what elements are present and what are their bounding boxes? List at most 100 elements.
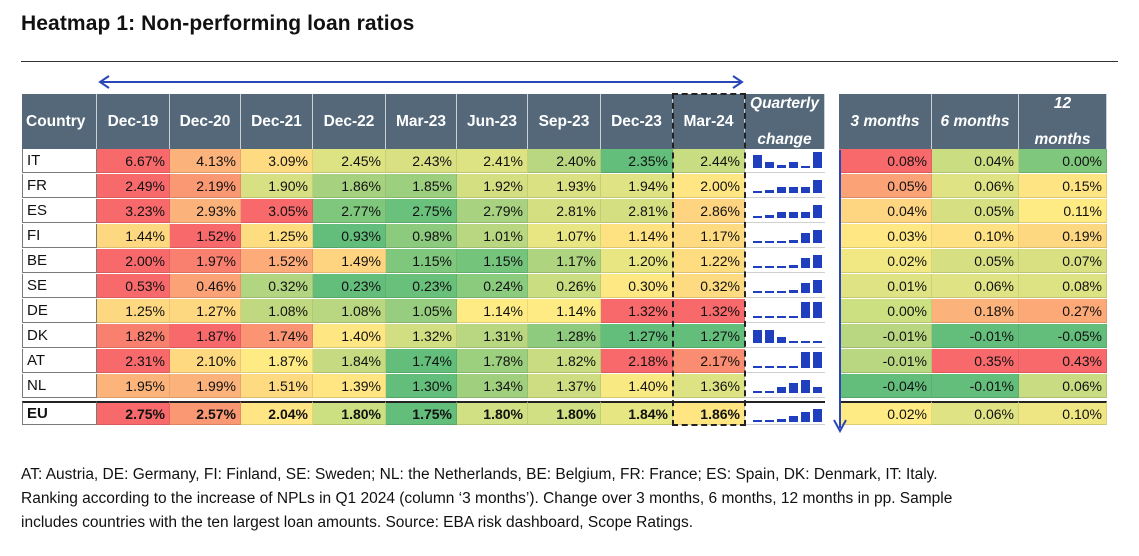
sparkline-bar: [765, 266, 774, 268]
npl-cell: 1.49%: [313, 249, 386, 273]
npl-cell: 2.75%: [386, 199, 457, 223]
npl-cell: 1.27%: [673, 324, 745, 348]
npl-cell: 1.08%: [241, 299, 313, 323]
header-dec-19: Dec-19: [97, 94, 170, 149]
sparkline-bar: [777, 241, 786, 243]
npl-cell: 2.00%: [673, 174, 745, 198]
sparkline-bars: [753, 330, 822, 343]
npl-cell: 2.40%: [528, 149, 601, 173]
sparkline-bar: [777, 366, 786, 368]
change-6m-cell: 0.35%: [932, 349, 1019, 373]
npl-cell: 0.32%: [241, 274, 313, 298]
sparkline-bar: [765, 391, 774, 393]
footnote-line-2: Ranking according to the increase of NPL…: [21, 490, 953, 507]
change-6m-cell: 0.06%: [932, 174, 1019, 198]
npl-cell: 1.84%: [601, 401, 673, 425]
change-6m-cell: 0.10%: [932, 224, 1019, 248]
sparkline-bar: [801, 341, 810, 343]
npl-cell: 2.18%: [601, 349, 673, 373]
horizontal-arrow: [98, 75, 744, 89]
npl-cell: 3.23%: [97, 199, 170, 223]
sparkline-bar: [789, 416, 798, 422]
sparkline-bar: [765, 316, 774, 318]
npl-cell: 0.32%: [673, 274, 745, 298]
npl-cell: 1.17%: [528, 249, 601, 273]
quarterly-change-sparkline: [745, 224, 825, 248]
quarterly-change-sparkline: [745, 174, 825, 198]
npl-cell: 4.13%: [170, 149, 241, 173]
sparkline-bar: [753, 420, 762, 422]
sparkline-bar: [777, 387, 786, 393]
change-6m-cell: -0.01%: [932, 324, 1019, 348]
change-3m-cell: 0.02%: [839, 249, 932, 273]
npl-cell: 1.36%: [673, 374, 745, 398]
change-12m-cell: 0.00%: [1019, 149, 1107, 173]
sparkline-bar: [777, 266, 786, 268]
change-6m-cell: -0.01%: [932, 374, 1019, 398]
npl-cell: 1.74%: [386, 349, 457, 373]
sparkline-bar: [753, 330, 762, 343]
sparkline-bars: [753, 409, 822, 422]
country-label: EU: [22, 401, 97, 425]
change-6m-cell: 0.06%: [932, 401, 1019, 425]
npl-cell: 1.17%: [673, 224, 745, 248]
npl-cell: 2.19%: [170, 174, 241, 198]
npl-cell: 1.15%: [457, 249, 528, 273]
npl-cell: 1.27%: [601, 324, 673, 348]
npl-cell: 2.10%: [170, 349, 241, 373]
sparkline-bar: [813, 180, 822, 193]
npl-cell: 1.34%: [457, 374, 528, 398]
sparkline-bars: [753, 255, 822, 268]
change-6m-cell: 0.04%: [932, 149, 1019, 173]
sparkline-bar: [753, 391, 762, 393]
npl-cell: 1.97%: [170, 249, 241, 273]
npl-cell: 1.74%: [241, 324, 313, 348]
sparkline-bar: [777, 165, 786, 168]
sparkline-bar: [813, 352, 822, 368]
header-mar-24: Mar-24: [673, 94, 745, 149]
npl-cell: 2.44%: [673, 149, 745, 173]
npl-cell: 0.98%: [386, 224, 457, 248]
npl-cell: 1.39%: [313, 374, 386, 398]
sparkline-bars: [753, 230, 822, 243]
change-12m-cell: 0.08%: [1019, 274, 1107, 298]
npl-cell: 1.94%: [601, 174, 673, 198]
npl-cell: 1.40%: [601, 374, 673, 398]
change-6m-cell: 0.05%: [932, 249, 1019, 273]
npl-cell: 2.77%: [313, 199, 386, 223]
npl-cell: 1.14%: [457, 299, 528, 323]
sparkline-bar: [753, 366, 762, 368]
npl-cell: 0.53%: [97, 274, 170, 298]
change-12m-cell: -0.05%: [1019, 324, 1107, 348]
country-label: IT: [22, 149, 97, 173]
country-label: FI: [22, 224, 97, 248]
npl-cell: 1.92%: [457, 174, 528, 198]
npl-cell: 1.40%: [313, 324, 386, 348]
npl-cell: 1.95%: [97, 374, 170, 398]
npl-cell: 2.49%: [97, 174, 170, 198]
sparkline-bar: [801, 233, 810, 243]
sparkline-bar: [753, 316, 762, 318]
npl-cell: 1.20%: [601, 249, 673, 273]
npl-cell: 6.67%: [97, 149, 170, 173]
npl-cell: 1.44%: [97, 224, 170, 248]
npl-cell: 2.75%: [97, 401, 170, 425]
sparkline-bar: [777, 291, 786, 293]
npl-cell: 2.86%: [673, 199, 745, 223]
change-12m-cell: 0.07%: [1019, 249, 1107, 273]
npl-cell: 1.28%: [528, 324, 601, 348]
npl-cell: 1.78%: [457, 349, 528, 373]
sparkline-bar: [789, 290, 798, 293]
npl-cell: 0.24%: [457, 274, 528, 298]
header-country: Country: [22, 94, 97, 149]
npl-cell: 1.32%: [386, 324, 457, 348]
change-6m-cell: 0.18%: [932, 299, 1019, 323]
change-3m-cell: 0.03%: [839, 224, 932, 248]
sparkline-bar: [789, 383, 798, 393]
change-3m-cell: 0.02%: [839, 401, 932, 425]
country-label: ES: [22, 199, 97, 223]
change-6m-cell: 0.05%: [932, 199, 1019, 223]
npl-cell: 1.52%: [170, 224, 241, 248]
sparkline-bar: [789, 265, 798, 268]
change-12m-cell: 0.15%: [1019, 174, 1107, 198]
